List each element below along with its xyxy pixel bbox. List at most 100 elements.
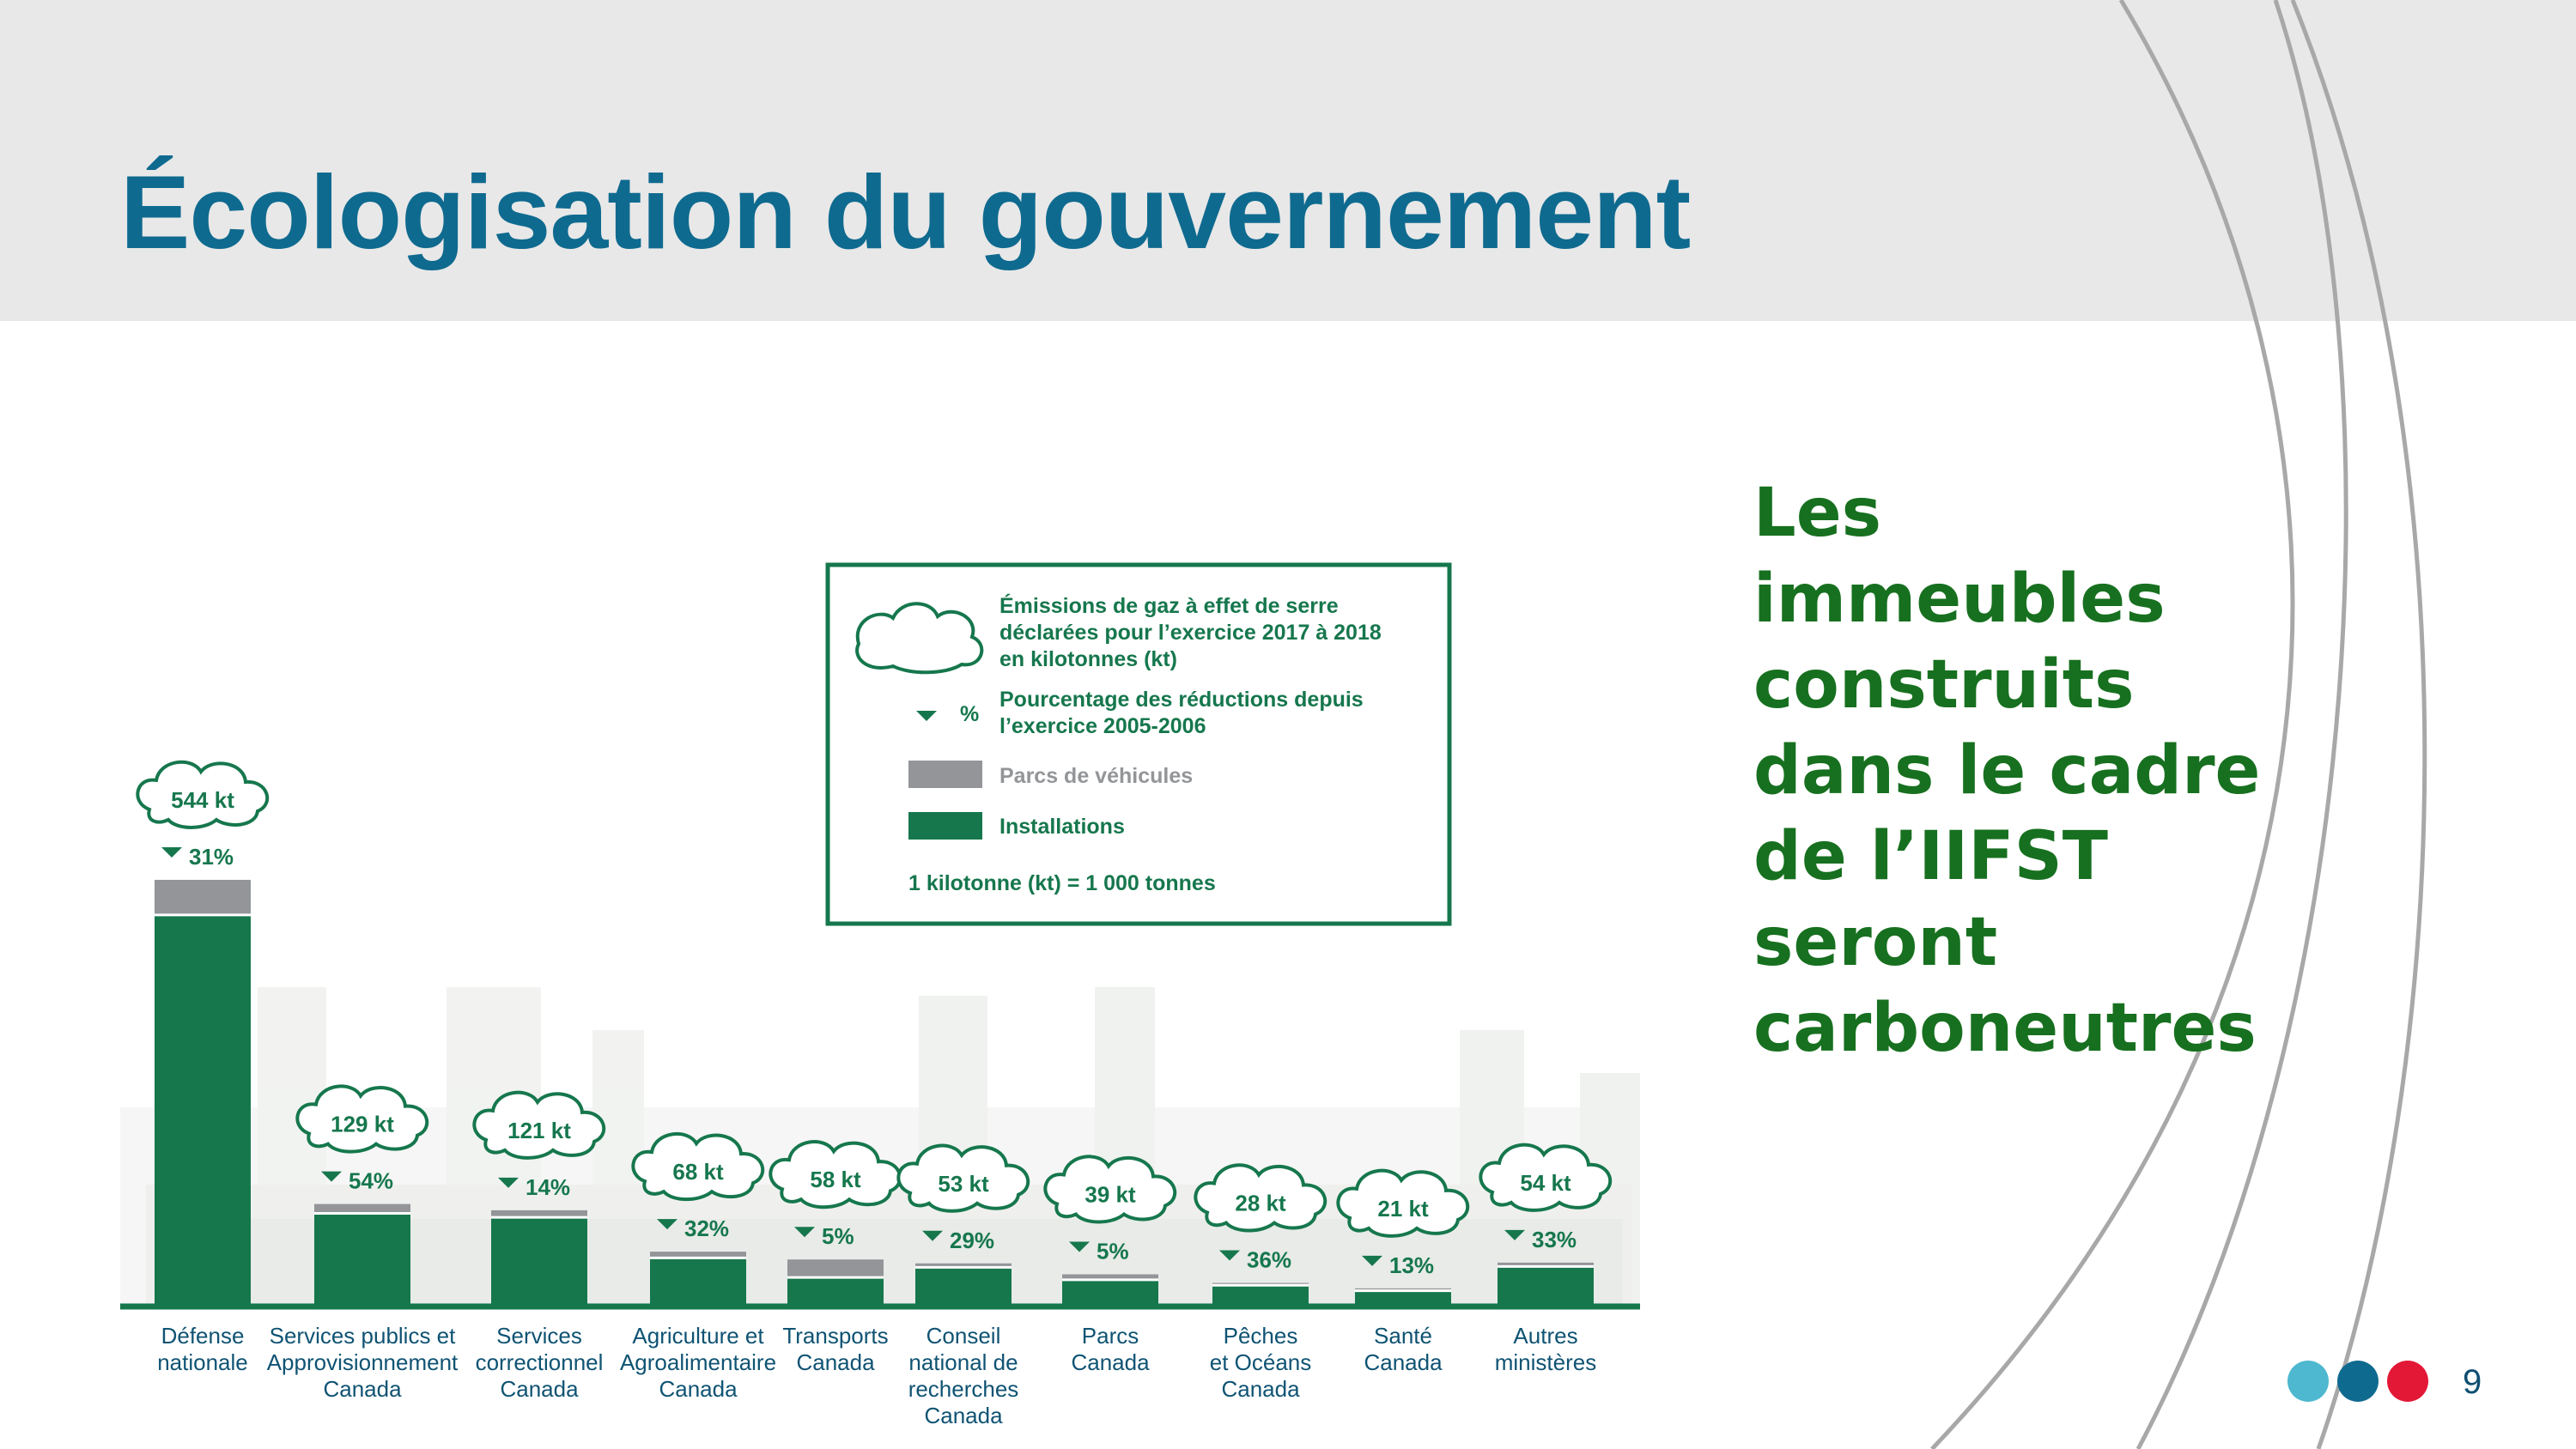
category-label-line: Pêches <box>1224 1323 1298 1349</box>
legend-cloud-label-line: Émissions de gaz à effet de serre <box>999 593 1339 618</box>
emissions-total-label: 39 kt <box>1084 1182 1136 1208</box>
category-label: Défense nationale <box>157 1323 248 1375</box>
category-label-line: Services <box>496 1323 582 1349</box>
category-label: Santé Canada <box>1364 1323 1443 1375</box>
category-label-line: Canada <box>1364 1349 1443 1375</box>
category-label: Autres ministères <box>1495 1323 1596 1375</box>
category-label-line: Canada <box>796 1349 875 1375</box>
bar-installations <box>787 1277 884 1305</box>
category-label-line: recherches <box>908 1376 1019 1402</box>
legend-arrow-label-line: l’exercice 2005-2006 <box>999 714 1206 738</box>
category-label-line: Canada <box>1071 1349 1150 1375</box>
emissions-total-label: 58 kt <box>810 1167 861 1192</box>
bar-vehicle-fleet <box>650 1252 746 1258</box>
emissions-total-label: 28 kt <box>1235 1191 1286 1216</box>
bar-installations <box>1498 1266 1594 1305</box>
category-label-line: Services publics et <box>270 1323 457 1349</box>
reduction-down-arrow-icon <box>1504 1229 1525 1240</box>
category-label-line: Conseil <box>927 1323 1001 1349</box>
bar-installations <box>314 1213 410 1305</box>
bar-installations <box>1062 1279 1158 1305</box>
reduction-percent-label: 54% <box>349 1168 393 1194</box>
reduction-percent-label: 29% <box>950 1228 994 1253</box>
category-label-line: Canada <box>924 1403 1003 1428</box>
legend-unit-note: 1 kilotonne (kt) = 1 000 tonnes <box>908 871 1216 895</box>
reduction-percent-label: 5% <box>822 1223 854 1249</box>
category-label-line: Agriculture et <box>632 1323 764 1349</box>
nav-dot <box>2287 1361 2329 1402</box>
emissions-total-label: 54 kt <box>1520 1170 1571 1196</box>
bar-vehicle-fleet <box>491 1210 587 1218</box>
legend-installations-label: Installations <box>999 815 1125 839</box>
bar-installations <box>915 1267 1012 1305</box>
emissions-total-label: 21 kt <box>1377 1196 1429 1222</box>
emissions-total-label: 544 kt <box>171 787 234 813</box>
category-label: Services publics et Approvisionnement Cana… <box>267 1323 459 1402</box>
reduction-down-arrow-icon <box>321 1171 342 1182</box>
reduction-down-arrow-icon <box>657 1219 677 1230</box>
legend-arrow-label-line: Pourcentage des réductions depuis <box>999 688 1364 712</box>
reduction-percent-label: 32% <box>684 1216 729 1241</box>
category-label-line: correctionnel <box>476 1349 604 1375</box>
category-label-line: et Océans <box>1210 1349 1312 1375</box>
emissions-total-label: 129 kt <box>331 1112 394 1137</box>
bar-vehicle-fleet <box>155 879 251 915</box>
emissions-cloud-icon <box>1194 1163 1327 1233</box>
reduction-down-arrow-icon <box>1219 1250 1240 1261</box>
bar-vehicle-fleet <box>915 1263 1012 1268</box>
emissions-cloud-icon <box>1043 1155 1177 1224</box>
svg-text:Émissions de gaz à effet de se: Émissions de gaz à effet de serre déclar… <box>999 593 1388 671</box>
category-label-line: Défense <box>161 1323 245 1349</box>
reduction-down-arrow-icon <box>161 846 182 858</box>
page-title: Écologisation du gouvernement <box>120 154 1691 270</box>
svg-text:Pourcentage des réductions dep: Pourcentage des réductions depuis l’exer… <box>999 688 1370 738</box>
bar-installations <box>1212 1285 1309 1305</box>
legend-down-arrow-icon <box>916 711 937 721</box>
reduction-percent-label: 33% <box>1532 1227 1577 1252</box>
legend-vehicles-label: Parcs de véhicules <box>999 764 1193 788</box>
nav-dot <box>2337 1361 2379 1402</box>
category-label: Services correctionnel Canada <box>476 1323 604 1402</box>
legend-cloud-label-line: en kilotonnes (kt) <box>999 647 1177 671</box>
category-label-line: Canada <box>1221 1376 1300 1402</box>
slide-nav-dots <box>2287 1359 2428 1404</box>
emissions-total-label: 68 kt <box>672 1159 724 1185</box>
reduction-percent-label: 5% <box>1097 1239 1129 1264</box>
emissions-cloud-icon <box>295 1084 429 1154</box>
bar-installations <box>650 1258 746 1305</box>
reduction-down-arrow-icon <box>1362 1255 1382 1266</box>
emissions-cloud-icon <box>472 1090 606 1160</box>
legend-cloud-icon <box>855 602 984 675</box>
legend-installations-swatch <box>908 812 982 840</box>
reduction-down-arrow-icon <box>498 1177 519 1188</box>
category-label: Agriculture et Agroalimentaire Canada <box>620 1323 776 1402</box>
bar-installations <box>1355 1290 1451 1305</box>
category-label-line: Transports <box>782 1323 888 1349</box>
category-label-line: nationale <box>157 1349 248 1375</box>
category-label-line: Parcs <box>1082 1323 1139 1349</box>
category-label: Pêches et Océans Canada <box>1210 1323 1312 1402</box>
bar-vehicle-fleet <box>314 1203 410 1214</box>
bar-installations <box>491 1217 587 1305</box>
category-label-line: national de <box>908 1349 1018 1375</box>
category-label-line: ministères <box>1495 1349 1596 1375</box>
emissions-total-label: 121 kt <box>507 1118 571 1143</box>
category-label-line: Agroalimentaire <box>620 1349 776 1375</box>
legend-vehicles-swatch <box>908 761 982 788</box>
page-number: 9 <box>2463 1363 2482 1401</box>
emissions-cloud-icon <box>631 1131 765 1202</box>
legend-cloud-label-line: déclarées pour l’exercice 2017 à 2018 <box>999 621 1382 645</box>
category-label: Transports Canada <box>782 1323 888 1375</box>
bar-vehicle-fleet <box>1062 1274 1158 1280</box>
emissions-cloud-icon <box>136 760 270 829</box>
reduction-down-arrow-icon <box>794 1227 815 1238</box>
category-label-line: Canada <box>659 1376 738 1402</box>
chart-legend: Émissions de gaz à effet de serre déclar… <box>825 562 1452 926</box>
reduction-down-arrow-icon <box>1069 1241 1090 1252</box>
reduction-percent-label: 13% <box>1389 1252 1434 1278</box>
reduction-percent-label: 36% <box>1247 1247 1291 1273</box>
legend-percent-symbol: % <box>960 702 979 726</box>
bar-installations <box>155 914 251 1305</box>
category-label-line: Santé <box>1374 1323 1432 1349</box>
